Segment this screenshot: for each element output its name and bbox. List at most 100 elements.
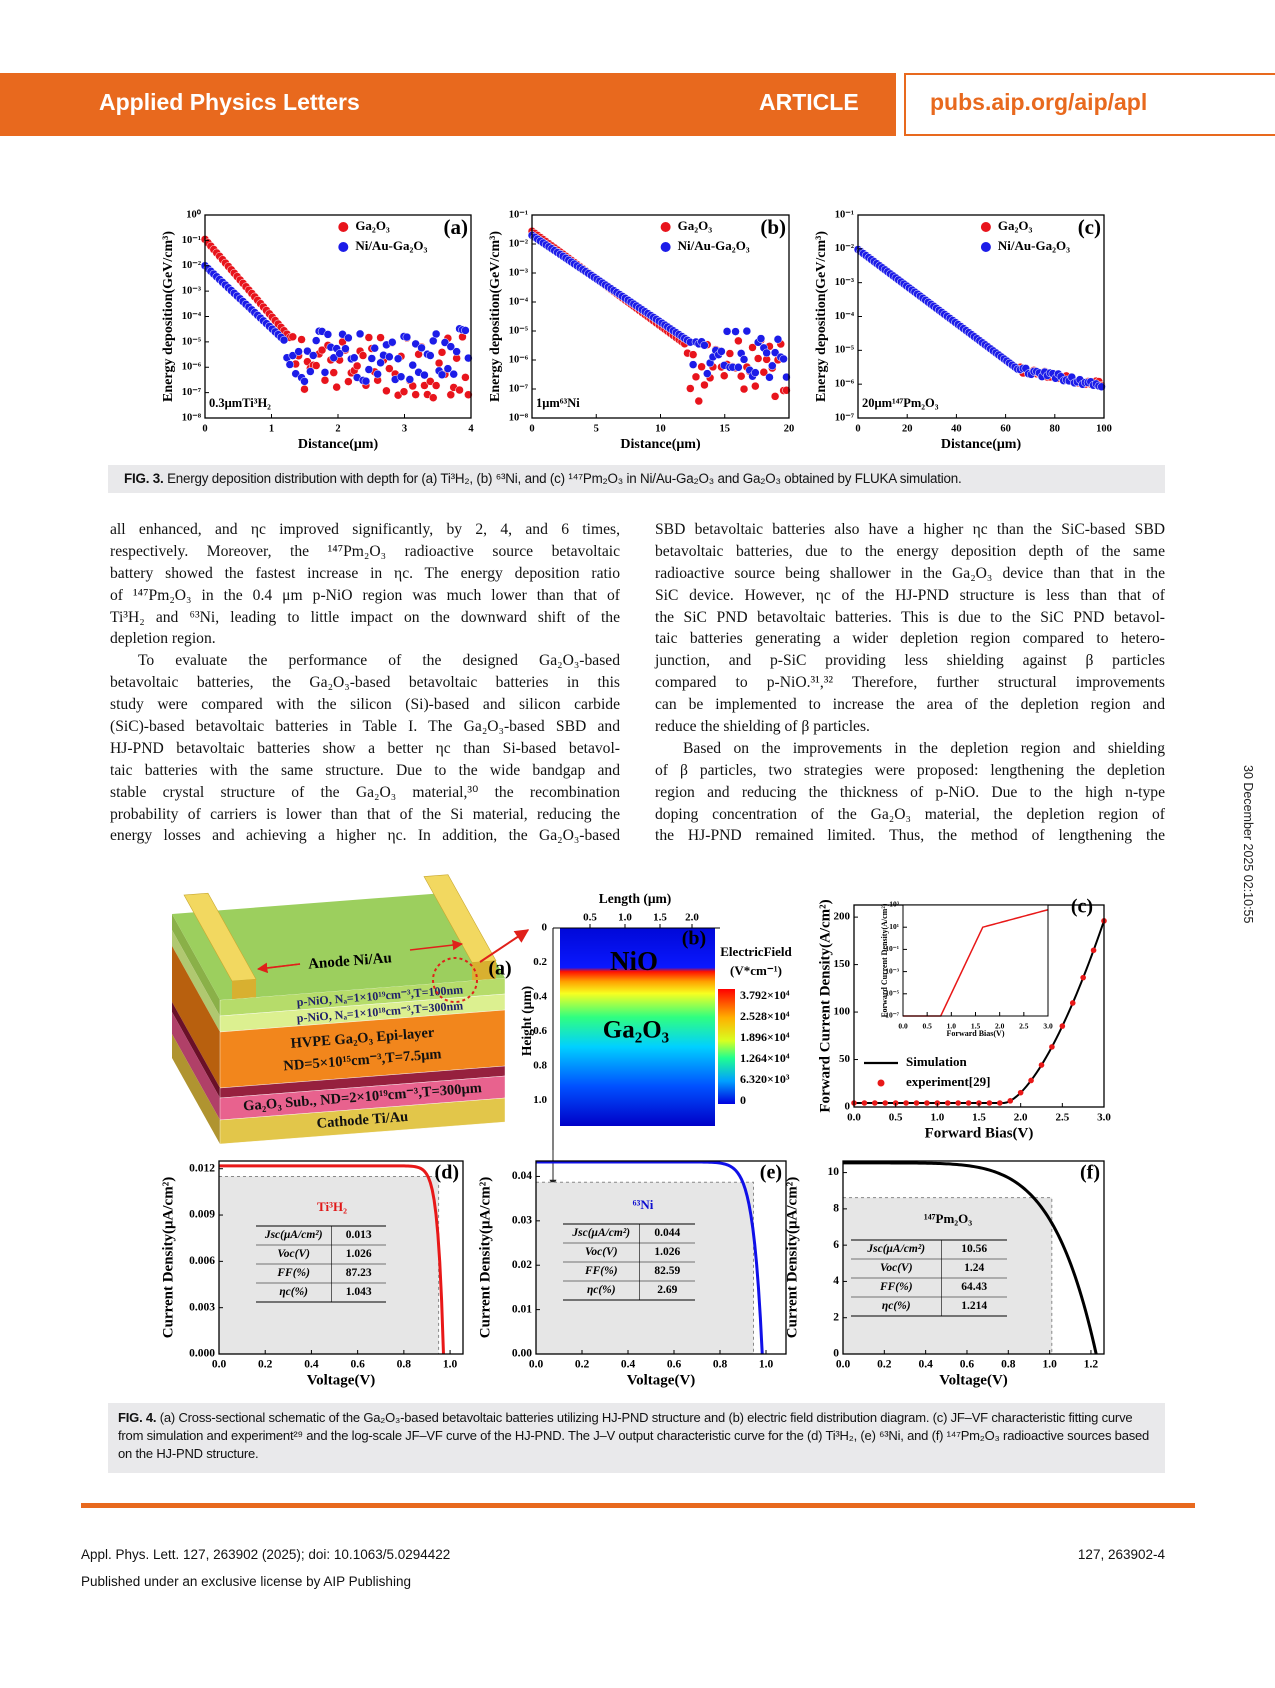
caption-text: Energy deposition distribution with dept… — [167, 471, 962, 486]
x-axis-title: Voltage(V) — [939, 1372, 1008, 1388]
y-tick-label: 0.04 — [512, 1170, 532, 1182]
data-point — [294, 347, 303, 356]
x-tick-label: 0 — [529, 423, 534, 434]
x-axis-title: Length (μm) — [599, 891, 672, 906]
x-tick-label: 0.8 — [713, 1359, 728, 1371]
table-cell: FF(%) — [276, 1267, 310, 1279]
data-point — [309, 351, 318, 360]
colorbar-label: 1.896×10⁴ — [740, 1030, 790, 1044]
data-point — [329, 353, 338, 363]
data-point — [443, 364, 453, 373]
y-tick-label: 0.00 — [512, 1348, 532, 1360]
y-axis-title: Energy deposition(GeV/cm³) — [161, 231, 176, 402]
y-tick-label: 50 — [839, 1053, 851, 1065]
data-point — [355, 329, 365, 339]
x-axis-title: Forward Bias(V) — [925, 1125, 1034, 1141]
layer-side — [172, 946, 220, 1088]
journal-url[interactable]: pubs.aip.org/aip/apl — [930, 89, 1148, 115]
text-line: study were compared with the silicon (Si… — [110, 696, 620, 714]
text-line: probability of carriers is lower than th… — [110, 805, 620, 823]
x-tick-label: 0.5 — [922, 1022, 932, 1031]
jv-curve — [536, 1160, 764, 1355]
data-point — [694, 396, 704, 406]
data-point — [399, 387, 409, 396]
license: Published under an exclusive license by … — [81, 1574, 411, 1589]
text-line: (SiC)-based betavoltaic batteries in Tab… — [110, 718, 620, 736]
x-tick-label: 0.0 — [836, 1359, 851, 1371]
table-cell: Voc(V) — [585, 1246, 618, 1258]
y-tick-label: 10⁻¹ — [509, 209, 528, 220]
data-point — [364, 365, 374, 374]
data-point — [285, 360, 295, 369]
y-tick-label: 10⁻⁶ — [835, 379, 854, 390]
y-tick-label: 10⁻⁸ — [509, 412, 528, 423]
x-tick-label: 20 — [902, 423, 913, 434]
data-point — [739, 355, 749, 364]
data-point — [385, 352, 394, 362]
data-point — [461, 373, 470, 382]
x-tick-label: 0.2 — [575, 1359, 590, 1371]
data-point — [759, 367, 769, 377]
plot-frame — [842, 1160, 1105, 1355]
experiment-point — [924, 1100, 930, 1106]
layer-side — [172, 1034, 220, 1144]
data-point — [329, 368, 338, 377]
y-tick-label: 10⁻³ — [835, 277, 854, 288]
legend-label: Ga₂O₃ — [355, 218, 390, 233]
y-tick-label: 0.8 — [533, 1060, 547, 1072]
data-point — [300, 377, 309, 386]
x-tick-label: 0.0 — [847, 1112, 861, 1124]
x-axis-title: Voltage(V) — [307, 1372, 376, 1388]
y-axis-title: Forward Current Density(A/cm²) — [880, 903, 889, 1017]
table-cell: FF(%) — [879, 1281, 913, 1293]
x-tick-label: 2.0 — [1014, 1112, 1028, 1124]
data-point — [446, 342, 456, 351]
x-tick-label: 0.6 — [960, 1359, 975, 1371]
layer-label: Anode Ni/Au — [308, 950, 393, 972]
data-point — [344, 333, 353, 343]
x-axis-title: Distance(μm) — [298, 437, 379, 452]
data-point — [411, 339, 420, 349]
footer-rule — [81, 1503, 1195, 1508]
data-point — [739, 384, 749, 394]
data-point — [426, 377, 435, 386]
panel-label: (a) — [488, 958, 511, 980]
data-point — [700, 380, 709, 390]
data-point — [376, 358, 385, 368]
layer-side — [172, 1002, 220, 1098]
legend-label: Simulation — [906, 1054, 967, 1069]
layer-side — [172, 1012, 220, 1120]
text-line: doping concentration of the Ga₂O₃ materi… — [655, 805, 1165, 823]
y-tick-label: 0.000 — [189, 1348, 215, 1360]
data-point — [417, 343, 426, 353]
legend-marker — [338, 222, 349, 232]
x-axis-title: Distance(μm) — [620, 437, 701, 452]
x-tick-label: 4 — [468, 423, 474, 434]
data-point — [734, 336, 743, 346]
y-tick-label: 10⁻⁵ — [835, 345, 854, 356]
y-tick-label: 10⁻⁸ — [182, 412, 201, 423]
y-tick-label: 10⁻⁷ — [835, 412, 854, 423]
data-point — [779, 354, 788, 364]
x-tick-label: 0.0 — [529, 1359, 544, 1371]
plot-frame — [531, 214, 790, 419]
data-point — [288, 351, 298, 360]
data-point — [382, 386, 391, 396]
data-point — [349, 353, 359, 362]
header-bar — [0, 73, 896, 136]
highlight — [432, 957, 478, 1003]
y-axis-title: Energy deposition(GeV/cm³) — [488, 231, 503, 402]
experiment-point — [1080, 974, 1086, 981]
data-point — [464, 390, 473, 399]
data-point — [402, 332, 412, 342]
x-tick-label: 0.4 — [621, 1359, 636, 1371]
experiment-point — [903, 1100, 909, 1106]
field-map — [560, 928, 715, 1126]
data-point — [344, 377, 353, 386]
colorbar-title: ElectricField — [720, 944, 792, 959]
text-line: HJ-PND betavoltaic batteries show a bett… — [110, 739, 620, 757]
x-tick-label: 0 — [202, 423, 207, 434]
text-line: the SiC PND betavoltaic batteries. This … — [655, 608, 1165, 626]
data-point — [300, 384, 309, 394]
